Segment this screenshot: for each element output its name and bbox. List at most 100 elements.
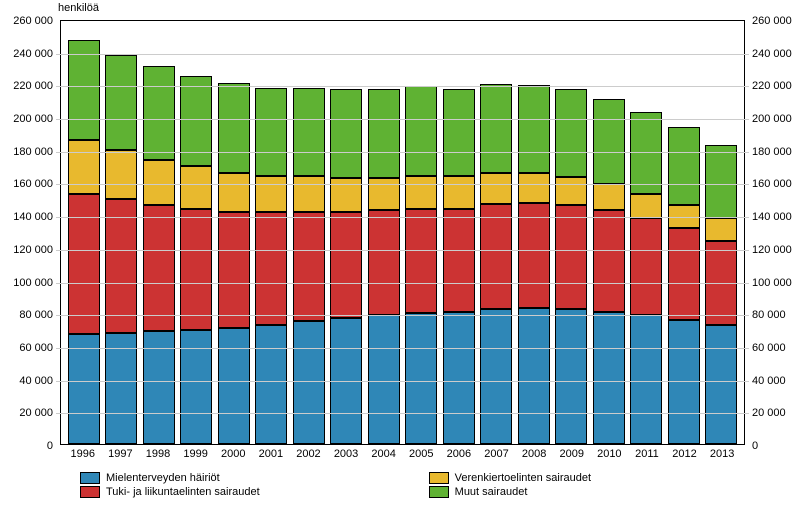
bar-segment-muut [443, 89, 475, 176]
y-tick-label-right: 80 000 [744, 309, 786, 321]
bar-segment-tuki [630, 218, 662, 314]
bar-segment-mielenterveys [443, 312, 475, 444]
bar-segment-verenkierto [68, 140, 100, 194]
bar-column [68, 40, 100, 444]
bar-segment-verenkierto [218, 173, 250, 212]
bar-segment-verenkierto [143, 160, 175, 206]
bar-segment-verenkierto [368, 178, 400, 211]
bar-segment-muut [518, 85, 550, 173]
y-tick-label-right: 180 000 [744, 146, 792, 158]
y-tick-label-right: 0 [744, 440, 758, 452]
bar-segment-mielenterveys [480, 309, 512, 444]
y-tick-label-left: 180 000 [13, 146, 61, 158]
bar-column [705, 145, 737, 444]
bar-segment-verenkierto [630, 194, 662, 219]
legend-label: Tuki- ja liikuntaelinten sairaudet [106, 486, 260, 498]
legend-swatch [429, 472, 449, 484]
bar-segment-muut [705, 145, 737, 219]
x-tick-label: 2007 [481, 448, 513, 460]
y-tick-label-left: 220 000 [13, 80, 61, 92]
x-tick-label: 1996 [67, 448, 99, 460]
bar-column [218, 83, 250, 444]
x-tick-label: 1998 [142, 448, 174, 460]
bar-segment-muut [630, 112, 662, 194]
gridline [56, 184, 749, 185]
x-tick-label: 2002 [292, 448, 324, 460]
x-axis-labels: 1996199719981999200020012002200320042005… [60, 448, 745, 460]
bar-column [293, 88, 325, 444]
gridline [56, 348, 749, 349]
y-tick-label-right: 200 000 [744, 113, 792, 125]
bar-column [555, 89, 587, 445]
bar-segment-muut [255, 88, 287, 176]
bar-segment-muut [555, 89, 587, 177]
bar-segment-mielenterveys [705, 325, 737, 444]
y-tick-label-left: 260 000 [13, 15, 61, 27]
y-tick-label-right: 60 000 [744, 342, 786, 354]
bar-segment-tuki [518, 203, 550, 308]
x-tick-label: 2010 [593, 448, 625, 460]
x-tick-label: 2004 [368, 448, 400, 460]
bar-segment-muut [668, 127, 700, 205]
x-tick-label: 2012 [669, 448, 701, 460]
y-tick-label-left: 20 000 [19, 407, 61, 419]
bar-column [330, 89, 362, 444]
y-tick-label-left: 80 000 [19, 309, 61, 321]
y-tick-label-left: 140 000 [13, 211, 61, 223]
y-tick-label-right: 20 000 [744, 407, 786, 419]
y-tick-label-right: 240 000 [744, 48, 792, 60]
gridline [56, 283, 749, 284]
y-axis-title: henkilöä [58, 2, 99, 14]
bar-segment-tuki [368, 210, 400, 315]
bar-segment-tuki [405, 209, 437, 314]
x-tick-label: 2000 [217, 448, 249, 460]
gridline [56, 315, 749, 316]
bar-column [443, 89, 475, 444]
bar-segment-mielenterveys [630, 315, 662, 444]
bar-segment-verenkierto [293, 176, 325, 212]
legend-swatch [80, 472, 100, 484]
bar-segment-verenkierto [405, 176, 437, 209]
x-tick-label: 2013 [706, 448, 738, 460]
bar-segment-tuki [218, 212, 250, 328]
bar-segment-mielenterveys [405, 313, 437, 444]
x-tick-label: 2011 [631, 448, 663, 460]
bar-segment-mielenterveys [593, 312, 625, 444]
bar-segment-verenkierto [518, 173, 550, 202]
bar-segment-muut [480, 84, 512, 172]
y-tick-label-left: 240 000 [13, 48, 61, 60]
legend-item: Muut sairaudet [429, 486, 720, 498]
bar-segment-tuki [143, 205, 175, 331]
y-tick-label-left: 200 000 [13, 113, 61, 125]
x-tick-label: 2005 [405, 448, 437, 460]
bar-segment-muut [218, 83, 250, 173]
legend-label: Verenkiertoelinten sairaudet [455, 472, 591, 484]
bar-segment-muut [143, 66, 175, 159]
bar-segment-muut [593, 99, 625, 184]
bar-segment-verenkierto [180, 166, 212, 209]
bar-segment-mielenterveys [68, 334, 100, 444]
bar-segment-mielenterveys [180, 330, 212, 444]
bar-segment-mielenterveys [518, 308, 550, 444]
bar-segment-verenkierto [255, 176, 287, 212]
y-tick-label-left: 0 [47, 440, 61, 452]
legend-item: Mielenterveyden häiriöt [80, 472, 389, 484]
gridline [56, 250, 749, 251]
y-tick-label-right: 40 000 [744, 375, 786, 387]
bar-segment-verenkierto [105, 150, 137, 199]
plot-area: 0020 00020 00040 00040 00060 00060 00080… [60, 20, 745, 445]
bar-segment-verenkierto [443, 176, 475, 209]
gridline [56, 217, 749, 218]
bar-segment-mielenterveys [218, 328, 250, 444]
legend-item: Verenkiertoelinten sairaudet [429, 472, 720, 484]
bar-column [143, 66, 175, 444]
bar-segment-tuki [593, 210, 625, 311]
x-tick-label: 2003 [330, 448, 362, 460]
bar-segment-verenkierto [705, 218, 737, 241]
x-tick-label: 2009 [556, 448, 588, 460]
bar-segment-muut [293, 88, 325, 176]
bar-column [668, 127, 700, 444]
x-tick-label: 1999 [180, 448, 212, 460]
x-tick-label: 2001 [255, 448, 287, 460]
x-tick-label: 2008 [518, 448, 550, 460]
